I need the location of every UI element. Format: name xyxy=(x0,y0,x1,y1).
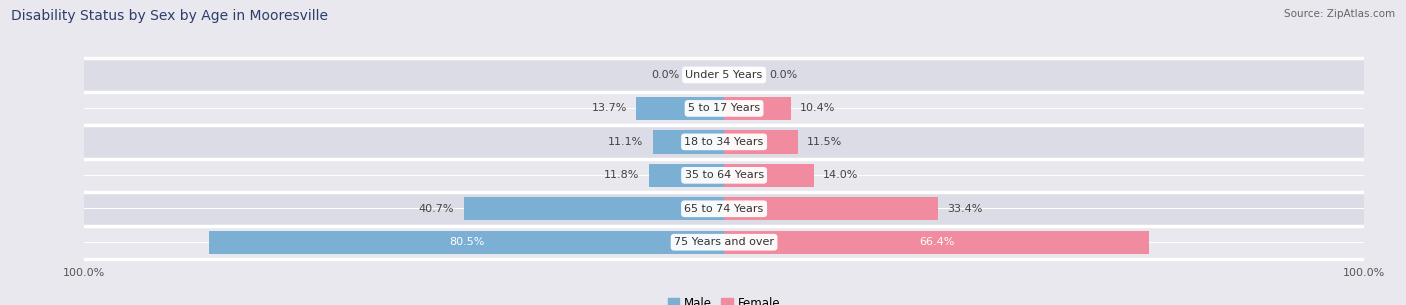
Text: 11.5%: 11.5% xyxy=(807,137,842,147)
Bar xyxy=(209,231,724,254)
Text: 11.1%: 11.1% xyxy=(609,137,644,147)
Text: 65 to 74 Years: 65 to 74 Years xyxy=(685,204,763,214)
Text: 14.0%: 14.0% xyxy=(824,170,859,180)
Bar xyxy=(84,58,1364,92)
Text: 18 to 34 Years: 18 to 34 Years xyxy=(685,137,763,147)
Bar xyxy=(724,130,797,154)
Text: 13.7%: 13.7% xyxy=(592,103,627,113)
Bar xyxy=(464,197,724,221)
Bar xyxy=(84,175,1364,176)
Text: 11.8%: 11.8% xyxy=(603,170,638,180)
Bar xyxy=(637,97,724,120)
Bar xyxy=(652,130,724,154)
Bar xyxy=(84,225,1364,259)
Text: 10.4%: 10.4% xyxy=(800,103,835,113)
Text: 33.4%: 33.4% xyxy=(948,204,983,214)
Text: 66.4%: 66.4% xyxy=(918,237,955,247)
Legend: Male, Female: Male, Female xyxy=(662,292,786,305)
Bar xyxy=(84,92,1364,125)
Text: Source: ZipAtlas.com: Source: ZipAtlas.com xyxy=(1284,9,1395,19)
Bar xyxy=(724,97,790,120)
Text: 0.0%: 0.0% xyxy=(651,70,679,80)
Bar xyxy=(84,159,1364,192)
Bar xyxy=(724,163,814,187)
Text: Disability Status by Sex by Age in Mooresville: Disability Status by Sex by Age in Moore… xyxy=(11,9,328,23)
Text: 0.0%: 0.0% xyxy=(769,70,797,80)
Bar xyxy=(724,231,1149,254)
Text: 35 to 64 Years: 35 to 64 Years xyxy=(685,170,763,180)
Text: 75 Years and over: 75 Years and over xyxy=(673,237,775,247)
Text: 5 to 17 Years: 5 to 17 Years xyxy=(688,103,761,113)
Text: 80.5%: 80.5% xyxy=(449,237,484,247)
Text: 40.7%: 40.7% xyxy=(419,204,454,214)
Bar xyxy=(724,197,938,221)
Bar xyxy=(84,208,1364,209)
Bar xyxy=(648,163,724,187)
Bar xyxy=(84,125,1364,159)
Text: Under 5 Years: Under 5 Years xyxy=(686,70,762,80)
Bar xyxy=(84,108,1364,109)
Bar xyxy=(84,192,1364,225)
